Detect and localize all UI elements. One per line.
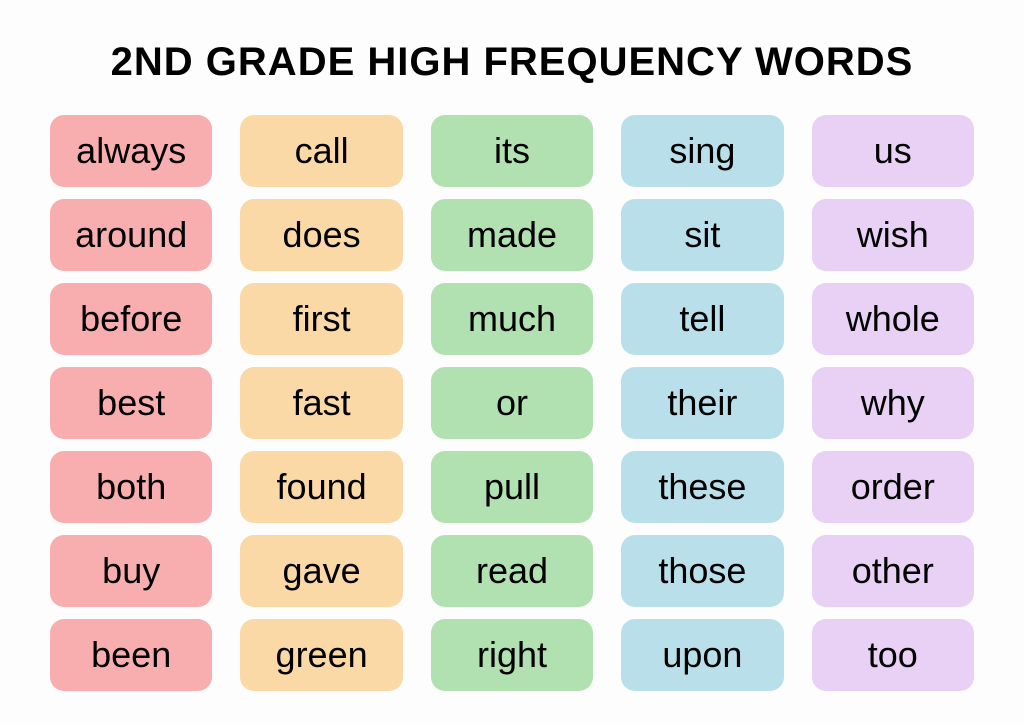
word-cell: pull [431, 451, 593, 523]
word-cell: sing [621, 115, 783, 187]
word-cell: right [431, 619, 593, 691]
word-cell: fast [240, 367, 402, 439]
word-cell: around [50, 199, 212, 271]
word-cell: gave [240, 535, 402, 607]
page-title: 2ND GRADE HIGH FREQUENCY WORDS [50, 40, 974, 85]
word-cell: or [431, 367, 593, 439]
word-cell: buy [50, 535, 212, 607]
word-cell: first [240, 283, 402, 355]
word-cell: order [812, 451, 974, 523]
word-cell: wish [812, 199, 974, 271]
word-cell: much [431, 283, 593, 355]
word-cell: too [812, 619, 974, 691]
word-cell: found [240, 451, 402, 523]
word-cell: both [50, 451, 212, 523]
word-cell: always [50, 115, 212, 187]
word-cell: other [812, 535, 974, 607]
word-cell: those [621, 535, 783, 607]
word-cell: its [431, 115, 593, 187]
word-cell: before [50, 283, 212, 355]
word-cell: upon [621, 619, 783, 691]
word-cell: sit [621, 199, 783, 271]
word-cell: why [812, 367, 974, 439]
word-cell: tell [621, 283, 783, 355]
word-cell: their [621, 367, 783, 439]
word-cell: read [431, 535, 593, 607]
word-cell: call [240, 115, 402, 187]
word-cell: been [50, 619, 212, 691]
word-cell: best [50, 367, 212, 439]
word-cell: made [431, 199, 593, 271]
word-cell: whole [812, 283, 974, 355]
word-cell: these [621, 451, 783, 523]
word-cell: us [812, 115, 974, 187]
word-cell: does [240, 199, 402, 271]
word-cell: green [240, 619, 402, 691]
word-grid: always callitssingus around does madesitwish… [50, 115, 974, 691]
